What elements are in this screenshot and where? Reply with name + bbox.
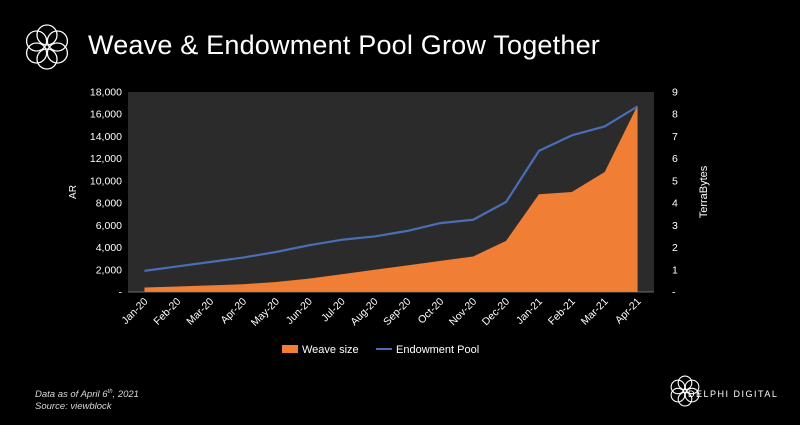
y2-tick-label: 7 bbox=[672, 131, 678, 143]
x-tick-label: Sep-20 bbox=[381, 296, 414, 329]
footer-brand-text: DELPHI DIGITAL bbox=[688, 389, 779, 399]
page-title: Weave & Endowment Pool Grow Together bbox=[88, 30, 600, 60]
y2-tick-label: - bbox=[672, 287, 676, 299]
footer-brand: DELPHI DIGITAL bbox=[668, 374, 798, 410]
x-tick-label: Nov-20 bbox=[447, 296, 480, 329]
legend-label-endowment: Endowment Pool bbox=[396, 344, 479, 356]
endowment-pool-line bbox=[144, 105, 639, 272]
x-tick-label: Mar-20 bbox=[184, 296, 216, 328]
footnote-date: Data as of April 6th, 2021 bbox=[35, 389, 139, 401]
y-tick-label: 12,000 bbox=[90, 153, 122, 165]
legend: Weave size Endowment Pool bbox=[282, 344, 479, 356]
footnote: Data as of April 6th, 2021 Source: viewb… bbox=[35, 386, 139, 413]
y2-tick-label: 3 bbox=[672, 220, 678, 232]
y-tick-label: 8,000 bbox=[96, 198, 122, 210]
y-tick-label: 14,000 bbox=[90, 131, 122, 143]
x-tick-label: Feb-20 bbox=[151, 296, 183, 328]
legend-label-weave: Weave size bbox=[302, 344, 359, 356]
x-tick-label: Apr-20 bbox=[218, 296, 249, 327]
y2-axis-label: TerraBytes bbox=[698, 165, 710, 218]
x-tick-label: Jan-21 bbox=[514, 296, 545, 327]
legend-swatch-weave bbox=[282, 345, 298, 353]
y2-tick-label: 8 bbox=[672, 109, 678, 121]
x-tick-label: Jul-20 bbox=[319, 296, 348, 325]
x-tick-label: Feb-21 bbox=[546, 296, 578, 328]
y-tick-label: 4,000 bbox=[96, 242, 122, 254]
weave-size-area bbox=[144, 105, 638, 292]
x-tick-label: May-20 bbox=[249, 296, 282, 329]
y-tick-label: 2,000 bbox=[96, 264, 122, 276]
y2-tick-label: 1 bbox=[672, 264, 678, 276]
x-tick-label: Oct-20 bbox=[416, 296, 447, 327]
delphi-flower-logo-icon bbox=[25, 24, 69, 70]
y2-tick-label: 5 bbox=[672, 175, 678, 187]
y-tick-label: 10,000 bbox=[90, 175, 122, 187]
footnote-source: Source: viewblock bbox=[35, 401, 112, 413]
y-tick-label: 16,000 bbox=[90, 109, 122, 121]
y-axis-label: AR bbox=[68, 185, 79, 199]
y-tick-label: 6,000 bbox=[96, 220, 122, 232]
x-tick-label: Apr-21 bbox=[613, 296, 644, 327]
delphi-flower-logo-icon bbox=[670, 375, 700, 407]
x-tick-label: Dec-20 bbox=[480, 296, 513, 329]
y2-tick-label: 2 bbox=[672, 242, 678, 254]
y-tick-label: 18,000 bbox=[90, 87, 122, 99]
x-tick-label: Mar-21 bbox=[579, 296, 611, 328]
x-tick-label: Jun-20 bbox=[284, 296, 315, 327]
y2-tick-label: 9 bbox=[672, 87, 678, 99]
y2-tick-label: 6 bbox=[672, 153, 678, 165]
x-tick-label: Jan-20 bbox=[119, 296, 150, 327]
y-tick-label: - bbox=[119, 287, 123, 299]
y2-tick-label: 4 bbox=[672, 198, 678, 210]
x-tick-label: Aug-20 bbox=[348, 296, 381, 329]
